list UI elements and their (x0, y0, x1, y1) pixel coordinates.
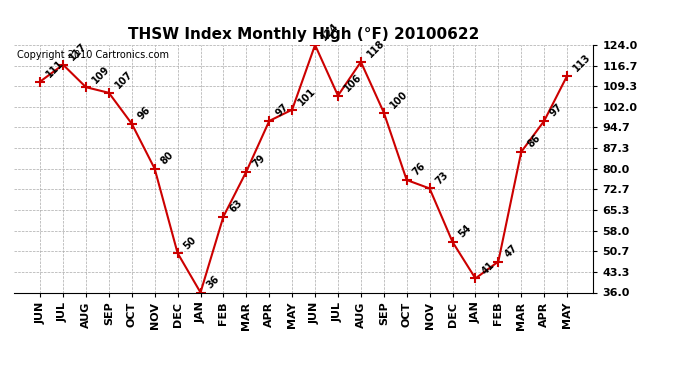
Text: 47: 47 (502, 243, 519, 260)
Title: THSW Index Monthly High (°F) 20100622: THSW Index Monthly High (°F) 20100622 (128, 27, 480, 42)
Text: 50: 50 (181, 234, 199, 251)
Text: 97: 97 (549, 102, 565, 119)
Text: 111: 111 (44, 58, 66, 80)
Text: 54: 54 (457, 223, 473, 240)
Text: 36: 36 (205, 274, 221, 290)
Text: 79: 79 (250, 153, 267, 170)
Text: 109: 109 (90, 64, 112, 85)
Text: 63: 63 (228, 198, 244, 214)
Text: 107: 107 (113, 69, 135, 91)
Text: 76: 76 (411, 161, 428, 178)
Text: 96: 96 (136, 105, 152, 122)
Text: 113: 113 (571, 53, 593, 74)
Text: 100: 100 (388, 89, 409, 110)
Text: 117: 117 (67, 41, 88, 63)
Text: 41: 41 (480, 260, 496, 276)
Text: Copyright 2010 Cartronics.com: Copyright 2010 Cartronics.com (17, 50, 168, 60)
Text: 80: 80 (159, 150, 175, 166)
Text: 106: 106 (342, 72, 364, 93)
Text: 97: 97 (273, 102, 290, 119)
Text: 101: 101 (296, 86, 317, 108)
Text: 124: 124 (319, 21, 341, 43)
Text: 118: 118 (365, 38, 386, 60)
Text: 86: 86 (525, 133, 542, 150)
Text: 73: 73 (434, 170, 451, 186)
